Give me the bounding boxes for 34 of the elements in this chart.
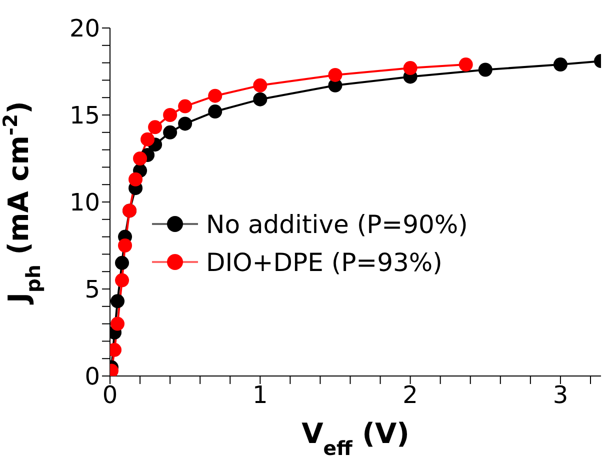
point [208, 88, 222, 103]
y-tick-label: 15 [69, 102, 100, 130]
y-tick-label: 5 [84, 276, 100, 304]
point [553, 58, 568, 72]
point [458, 58, 473, 72]
point [403, 61, 418, 76]
point [253, 92, 268, 106]
legend-label: No additive (P=90%) [206, 210, 468, 238]
legend-label: DIO+DPE (P=93%) [206, 248, 442, 276]
point [328, 68, 342, 82]
point [178, 99, 192, 114]
point [178, 116, 192, 131]
point [115, 256, 130, 270]
point [253, 78, 268, 92]
x-tick-label: 3 [552, 381, 568, 410]
point [115, 273, 130, 288]
x-tick-label: 0 [102, 381, 118, 410]
y-tick-label: 10 [69, 188, 100, 217]
point [148, 120, 162, 134]
y-tick-label: 0 [84, 362, 100, 391]
point [110, 316, 125, 331]
point [118, 238, 132, 252]
y-tick-label: 20 [69, 14, 100, 43]
point [128, 172, 143, 186]
x-tick-label: 1 [252, 381, 268, 410]
point [163, 125, 178, 140]
x-axis-title: V$_{eff}$ (V) [302, 417, 410, 460]
x-tick-label: 2 [402, 381, 418, 410]
point [478, 62, 492, 77]
point [110, 294, 125, 308]
point [163, 108, 178, 122]
point [140, 132, 155, 146]
point [208, 104, 222, 119]
point [133, 152, 148, 166]
